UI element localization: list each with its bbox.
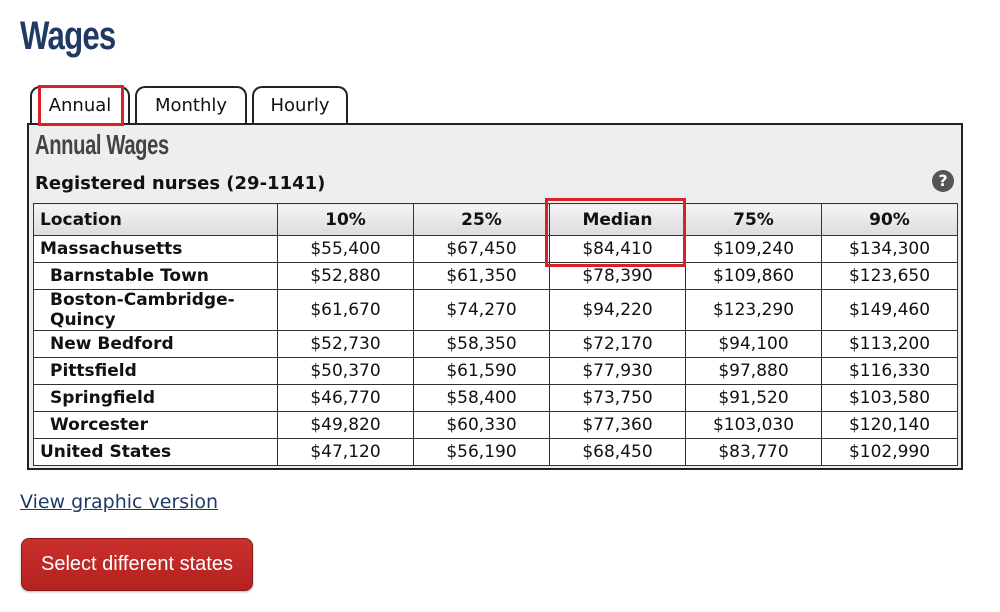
wage-cell: $103,580: [821, 384, 958, 412]
table-row: Massachusetts $55,400 $67,450 $84,410 $1…: [33, 235, 958, 263]
wage-cell: $116,330: [821, 357, 958, 385]
wage-cell: $60,330: [413, 411, 550, 439]
location-cell: Springfield: [33, 384, 278, 412]
column-header-10: 10%: [277, 203, 414, 236]
table-row: United States $47,120 $56,190 $68,450 $8…: [33, 438, 958, 466]
table-row: Pittsfield $50,370 $61,590 $77,930 $97,8…: [33, 357, 958, 385]
wage-cell: $91,520: [685, 384, 822, 412]
question-circle-icon[interactable]: ?: [932, 170, 954, 192]
table-row: Springfield $46,770 $58,400 $73,750 $91,…: [33, 384, 958, 412]
wage-cell: $94,220: [549, 289, 686, 331]
wage-cell: $73,750: [549, 384, 686, 412]
wage-cell: $109,240: [685, 235, 822, 263]
column-header-75: 75%: [685, 203, 822, 236]
tab-monthly[interactable]: Monthly: [135, 86, 247, 124]
location-cell: Massachusetts: [33, 235, 278, 263]
wage-cell: $134,300: [821, 235, 958, 263]
table-row: Barnstable Town $52,880 $61,350 $78,390 …: [33, 262, 958, 290]
table-header-row: Location 10% 25% Median 75% 90%: [33, 203, 958, 236]
wage-cell: $58,400: [413, 384, 550, 412]
wage-cell: $123,290: [685, 289, 822, 331]
wage-cell: $102,990: [821, 438, 958, 466]
wage-cell: $47,120: [277, 438, 414, 466]
location-cell: Boston-Cambridge-Quincy: [33, 289, 278, 331]
view-graphic-version-link[interactable]: View graphic version: [20, 491, 219, 513]
wage-cell: $61,590: [413, 357, 550, 385]
table-row: Boston-Cambridge-Quincy $61,670 $74,270 …: [33, 289, 958, 331]
occupation-label: Registered nurses (29-1141): [35, 173, 326, 194]
wage-cell: $97,880: [685, 357, 822, 385]
wage-cell: $78,390: [549, 262, 686, 290]
table-row: Worcester $49,820 $60,330 $77,360 $103,0…: [33, 411, 958, 439]
location-cell: Barnstable Town: [33, 262, 278, 290]
wage-cell: $56,190: [413, 438, 550, 466]
wage-cell: $49,820: [277, 411, 414, 439]
wage-cell: $120,140: [821, 411, 958, 439]
location-cell: United States: [33, 438, 278, 466]
location-cell: Worcester: [33, 411, 278, 439]
wage-cell: $94,100: [685, 330, 822, 358]
table-row: New Bedford $52,730 $58,350 $72,170 $94,…: [33, 330, 958, 358]
wage-cell: $77,360: [549, 411, 686, 439]
wage-cell: $123,650: [821, 262, 958, 290]
wage-cell: $61,350: [413, 262, 550, 290]
wage-cell: $113,200: [821, 330, 958, 358]
select-different-states-button[interactable]: Select different states: [21, 538, 253, 591]
wage-cell: $84,410: [549, 235, 686, 263]
column-header-25: 25%: [413, 203, 550, 236]
wage-cell: $67,450: [413, 235, 550, 263]
wage-cell: $52,880: [277, 262, 414, 290]
wage-cell: $83,770: [685, 438, 822, 466]
wage-cell: $77,930: [549, 357, 686, 385]
wage-cell: $72,170: [549, 330, 686, 358]
wage-cell: $50,370: [277, 357, 414, 385]
location-cell: New Bedford: [33, 330, 278, 358]
wage-cell: $103,030: [685, 411, 822, 439]
wage-cell: $74,270: [413, 289, 550, 331]
wage-cell: $109,860: [685, 262, 822, 290]
wages-panel: Annual Wages Registered nurses (29-1141)…: [27, 123, 963, 470]
wages-table: Location 10% 25% Median 75% 90% Massachu…: [33, 203, 958, 466]
tab-hourly[interactable]: Hourly: [252, 86, 348, 124]
wage-cell: $58,350: [413, 330, 550, 358]
wage-cell: $149,460: [821, 289, 958, 331]
wage-cell: $52,730: [277, 330, 414, 358]
column-header-median: Median: [549, 203, 686, 236]
column-header-location: Location: [33, 203, 278, 236]
wage-cell: $46,770: [277, 384, 414, 412]
wage-cell: $55,400: [277, 235, 414, 263]
tab-annual[interactable]: Annual: [30, 86, 130, 126]
column-header-90: 90%: [821, 203, 958, 236]
wage-cell: $61,670: [277, 289, 414, 331]
panel-title: Annual Wages: [35, 129, 169, 160]
location-cell: Pittsfield: [33, 357, 278, 385]
wage-cell: $68,450: [549, 438, 686, 466]
page-title: Wages: [20, 14, 116, 58]
